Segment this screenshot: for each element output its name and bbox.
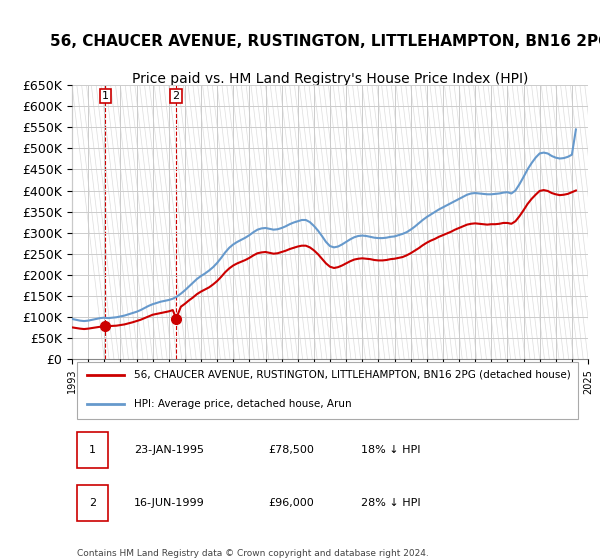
Text: 18% ↓ HPI: 18% ↓ HPI — [361, 445, 421, 455]
Text: £78,500: £78,500 — [268, 445, 314, 455]
FancyBboxPatch shape — [77, 432, 108, 468]
Text: 2: 2 — [173, 91, 180, 101]
Text: 56, CHAUCER AVENUE, RUSTINGTON, LITTLEHAMPTON, BN16 2PG: 56, CHAUCER AVENUE, RUSTINGTON, LITTLEHA… — [50, 34, 600, 49]
Text: 16-JUN-1999: 16-JUN-1999 — [134, 498, 205, 508]
FancyBboxPatch shape — [77, 362, 578, 419]
Text: 1: 1 — [89, 445, 96, 455]
Text: 23-JAN-1995: 23-JAN-1995 — [134, 445, 204, 455]
Text: 1: 1 — [102, 91, 109, 101]
Text: 28% ↓ HPI: 28% ↓ HPI — [361, 498, 421, 508]
Text: £96,000: £96,000 — [268, 498, 314, 508]
Text: 2: 2 — [89, 498, 96, 508]
Text: Contains HM Land Registry data © Crown copyright and database right 2024.
This d: Contains HM Land Registry data © Crown c… — [77, 549, 429, 560]
FancyBboxPatch shape — [77, 485, 108, 521]
Text: 56, CHAUCER AVENUE, RUSTINGTON, LITTLEHAMPTON, BN16 2PG (detached house): 56, CHAUCER AVENUE, RUSTINGTON, LITTLEHA… — [134, 370, 571, 380]
Text: HPI: Average price, detached house, Arun: HPI: Average price, detached house, Arun — [134, 399, 352, 409]
Text: Price paid vs. HM Land Registry's House Price Index (HPI): Price paid vs. HM Land Registry's House … — [132, 72, 528, 86]
